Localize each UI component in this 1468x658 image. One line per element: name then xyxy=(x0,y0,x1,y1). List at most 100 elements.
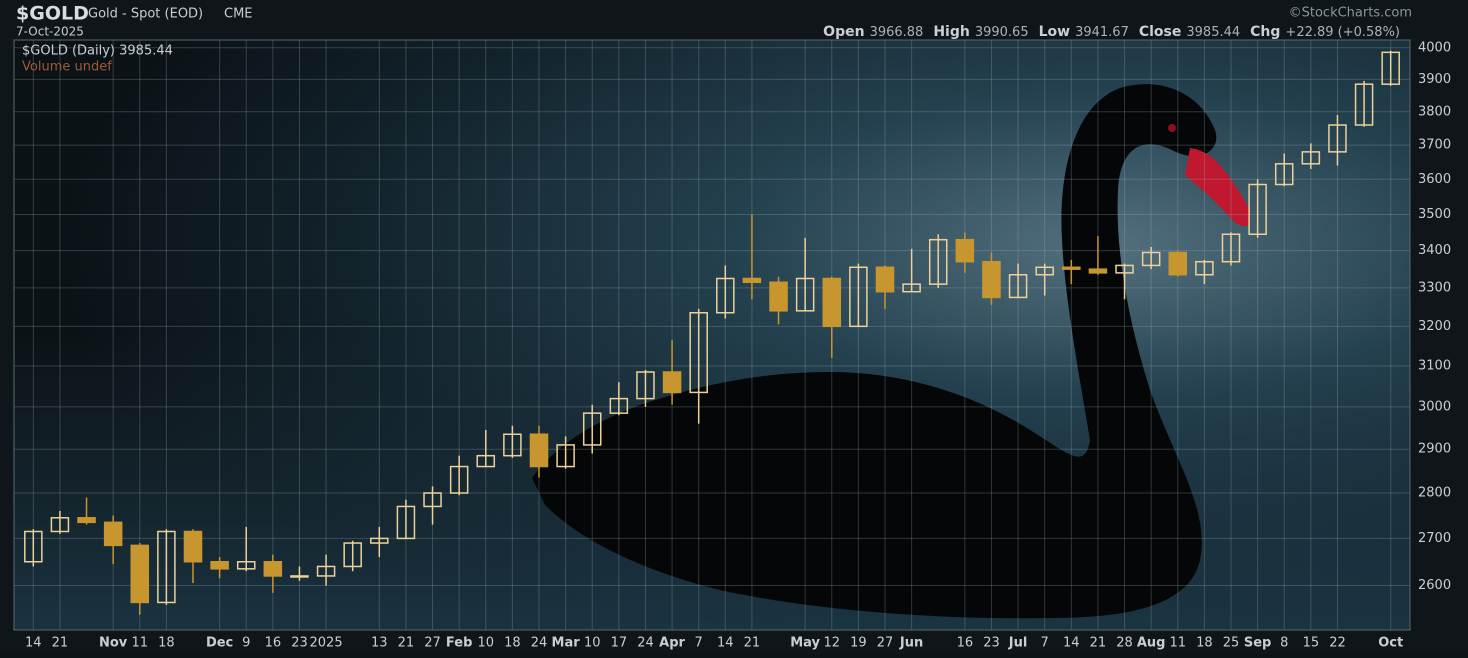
candle-body xyxy=(795,277,815,312)
x-tick-label: Jun xyxy=(899,636,923,651)
candle-body xyxy=(24,530,43,563)
summary-value: 3941.67 xyxy=(1075,25,1129,40)
x-tick-label: 18 xyxy=(1196,636,1213,651)
chart-subtitle: Gold - Spot (EOD) xyxy=(88,7,203,22)
x-tick-label: 17 xyxy=(611,636,628,651)
candle-body xyxy=(503,433,522,457)
candle-body xyxy=(662,371,682,394)
y-tick-label: 3200 xyxy=(1418,319,1451,334)
summary-value: 3966.88 xyxy=(870,25,924,40)
summary-label: Close xyxy=(1139,24,1182,40)
y-tick-label: 3600 xyxy=(1418,172,1451,187)
candle-body xyxy=(476,454,496,468)
x-tick-label: Apr xyxy=(659,636,685,651)
y-tick-label: 2900 xyxy=(1418,442,1451,457)
x-tick-label: 18 xyxy=(504,636,521,651)
summary-value: +22.89 (+0.58%) xyxy=(1285,25,1400,40)
candle-body xyxy=(343,542,362,568)
legend-price: $GOLD (Daily) 3985.44 xyxy=(22,44,173,59)
y-tick-label: 3900 xyxy=(1418,72,1451,87)
y-tick-label: 3700 xyxy=(1418,138,1451,153)
candle-body xyxy=(1115,264,1134,274)
x-tick-label: 14 xyxy=(1063,636,1080,651)
x-tick-label: Oct xyxy=(1378,636,1403,651)
x-tick-label: Dec xyxy=(206,636,233,651)
x-tick-label: 21 xyxy=(1090,636,1107,651)
candle-body xyxy=(1221,233,1241,263)
candle-body xyxy=(210,560,229,570)
candle-body xyxy=(183,530,203,563)
y-tick-label: 3100 xyxy=(1418,358,1451,373)
x-tick-label: 8 xyxy=(1280,636,1288,651)
candle-body xyxy=(955,238,975,263)
x-tick-label: 24 xyxy=(637,636,654,651)
x-tick-label: 14 xyxy=(25,636,42,651)
candle-body xyxy=(902,283,921,293)
x-tick-label: 13 xyxy=(371,636,388,651)
candle-body xyxy=(157,530,176,604)
candle-body xyxy=(982,260,1001,299)
chart-date: 7-Oct-2025 xyxy=(16,25,84,39)
x-tick-label: 2025 xyxy=(310,636,343,651)
x-tick-label: 16 xyxy=(957,636,974,651)
candle-body xyxy=(556,444,575,468)
candle-body xyxy=(609,397,629,414)
x-tick-label: 19 xyxy=(850,636,867,651)
candle-body xyxy=(822,277,842,328)
candle-body xyxy=(370,537,389,544)
x-tick-label: Aug xyxy=(1137,636,1166,651)
candle-body xyxy=(1354,83,1374,126)
summary-label: High xyxy=(933,24,970,40)
candle-body xyxy=(1274,163,1294,186)
candle-body xyxy=(423,492,442,508)
x-tick-label: 10 xyxy=(584,636,601,651)
x-tick-label: 9 xyxy=(242,636,250,651)
y-tick-label: 2800 xyxy=(1418,486,1451,501)
x-tick-label: 14 xyxy=(717,636,734,651)
swan xyxy=(532,84,1251,619)
candle-body xyxy=(1035,266,1054,276)
x-tick-label: 27 xyxy=(877,636,894,651)
candle-body xyxy=(1328,124,1347,153)
x-tick-label: 24 xyxy=(531,636,548,651)
x-tick-label: Nov xyxy=(99,636,128,651)
x-tick-label: 23 xyxy=(291,636,308,651)
candle-body xyxy=(742,277,762,284)
y-tick-label: 2600 xyxy=(1418,578,1451,593)
candle-body xyxy=(263,560,283,577)
x-tick-label: 16 xyxy=(265,636,282,651)
x-tick-label: Feb xyxy=(446,636,472,651)
candle-body xyxy=(1141,251,1161,267)
x-tick-label: 21 xyxy=(52,636,69,651)
candle-body xyxy=(1301,151,1321,165)
x-tick-label: Mar xyxy=(552,636,581,651)
x-tick-label: 7 xyxy=(695,636,703,651)
candle-body xyxy=(689,311,708,394)
y-tick-label: 4000 xyxy=(1418,40,1451,55)
candle-body xyxy=(130,544,150,604)
plot-border xyxy=(13,39,1411,631)
y-tick-label: 3000 xyxy=(1418,399,1451,414)
candle-body xyxy=(769,281,788,312)
legend-volume: Volume undef xyxy=(22,60,112,75)
candle-body xyxy=(1008,273,1028,299)
x-tick-label: Jul xyxy=(1008,636,1028,651)
candle-body xyxy=(103,521,123,547)
ohlc-summary: Open 3966.88 High 3990.65 Low 3941.67 Close 398… xyxy=(823,24,1400,40)
candle-body xyxy=(636,371,655,400)
candle-body xyxy=(449,465,469,494)
exchange: CME xyxy=(224,7,253,22)
x-tick-label: 15 xyxy=(1303,636,1320,651)
x-tick-label: 22 xyxy=(1329,636,1346,651)
x-tick-label: 25 xyxy=(1223,636,1240,651)
chart-title: $GOLD xyxy=(16,3,89,25)
x-tick-label: 18 xyxy=(158,636,175,651)
x-tick-label: 27 xyxy=(424,636,441,651)
y-tick-label: 3500 xyxy=(1418,207,1451,222)
x-tick-label: 11 xyxy=(1169,636,1186,651)
swan-beak xyxy=(1185,148,1251,227)
y-tick-label: 3400 xyxy=(1418,243,1451,258)
candle-body xyxy=(396,505,416,540)
swan-body xyxy=(532,84,1217,619)
